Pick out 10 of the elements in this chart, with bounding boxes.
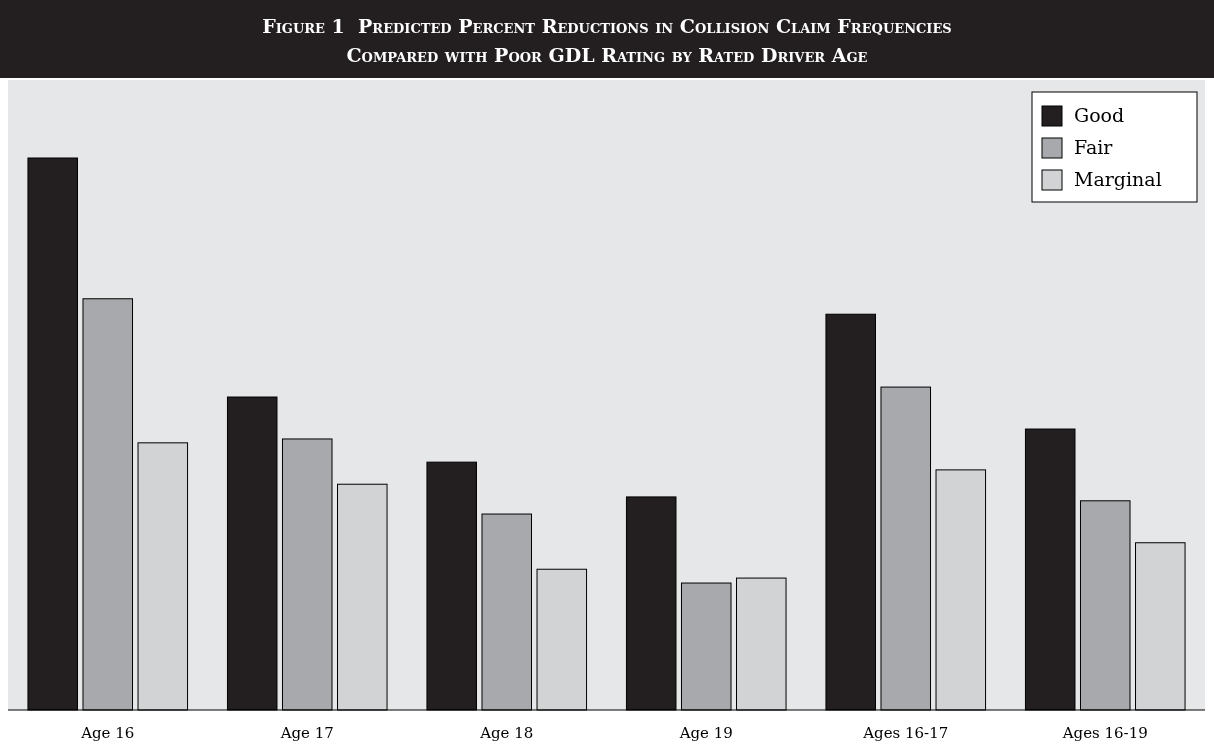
legend-label: Fair [1074, 136, 1114, 158]
x-tick-label: Age 19 [678, 724, 733, 742]
x-tick-label: Age 16 [80, 724, 135, 742]
x-tick-label: Age 17 [279, 724, 334, 742]
x-tick-label: Ages 16-17 [862, 724, 949, 742]
legend-label: Good [1074, 104, 1125, 126]
legend-label: Marginal [1074, 168, 1162, 190]
x-tick-label: Ages 16-19 [1061, 724, 1148, 742]
x-tick-label: Age 18 [479, 724, 534, 742]
chart-title: Figure 1 Predicted Percent Reductions in Collision Claim Frequencies Compared with Poor GDL Rating by Rated Driver Age [262, 15, 952, 66]
